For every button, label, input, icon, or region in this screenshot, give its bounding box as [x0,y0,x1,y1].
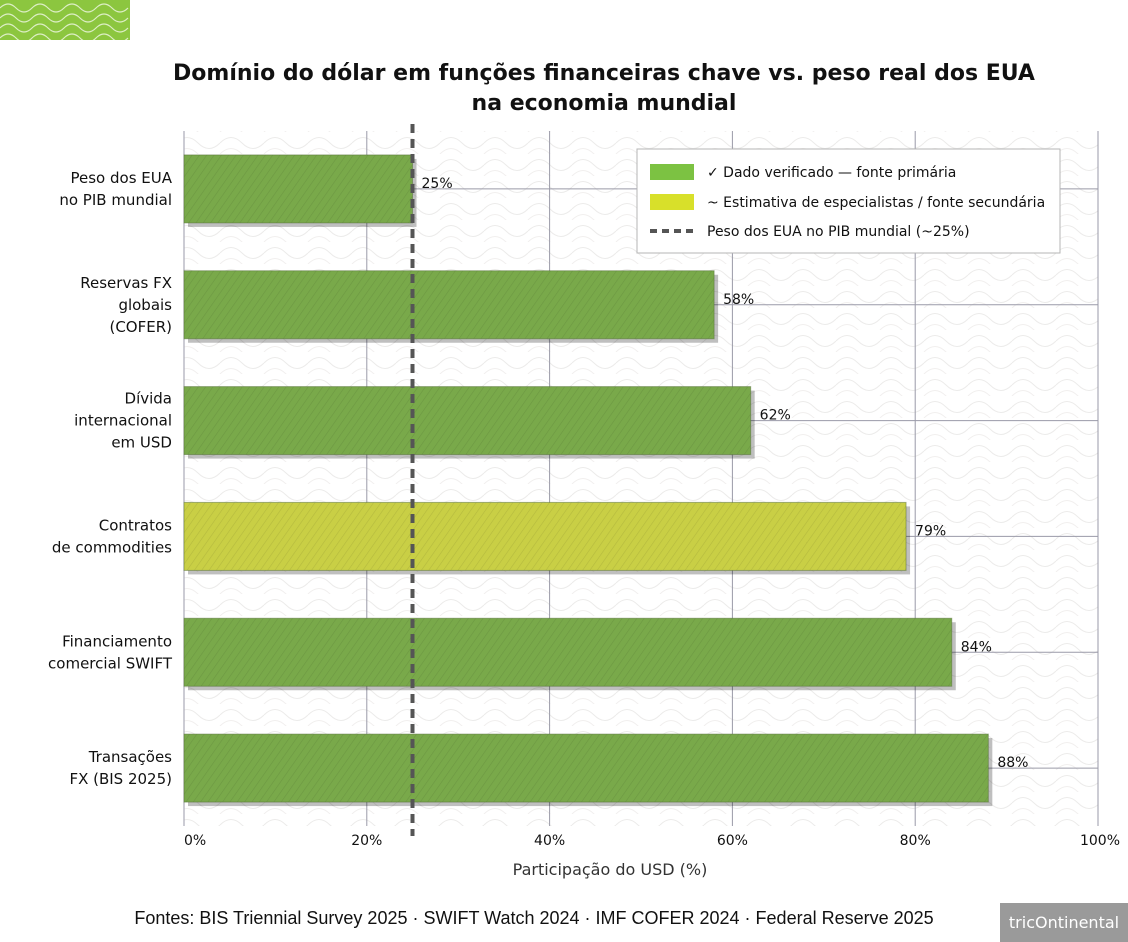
bar-texture [184,386,751,455]
legend-label-verified: ✓ Dado verificado — fonte primária [707,165,956,181]
category-label-line: Peso dos EUA [71,169,173,187]
legend-box [636,148,1061,254]
category-label-line: internacional [74,412,172,430]
category-label-5: Transações FX (BIS 2025) [69,748,172,788]
x-tick-label-0: 0% [184,833,206,849]
category-label-4: Financiamento comercial SWIFT [48,632,173,672]
category-label-1: Reservas FX globais (COFER) [80,274,172,336]
category-label-line: em USD [111,434,172,452]
category-label-line: de commodities [52,538,172,556]
category-label-3: Contratos de commodities [52,516,172,556]
x-tick-label-2: 40% [534,833,565,849]
category-label-line: Financiamento [62,632,172,650]
bar-outline [183,270,715,340]
category-label-line: comercial SWIFT [48,654,173,672]
legend-patch-estimate [650,194,694,210]
value-label-2: 62% [760,408,791,424]
value-label-3: 79% [915,523,946,539]
value-label-0: 25% [422,176,453,192]
legend-label-reference: Peso dos EUA no PIB mundial (~25%) [707,224,970,240]
category-label-line: Dívida [125,390,172,408]
chart-title-line-2: na economia mundial [472,91,737,116]
bar-outline [183,733,989,803]
category-labels: Peso dos EUA no PIB mundial Reservas FX glo… [48,169,173,788]
x-tick-labels: 0% 20% 40% 60% 80% 100% [184,833,1120,849]
category-label-2: Dívida internacional em USD [74,390,172,452]
x-tick-label-5: 100% [1080,833,1120,849]
category-label-0: Peso dos EUA no PIB mundial [59,169,172,209]
bar-texture [184,734,989,803]
value-label-1: 58% [723,292,754,308]
category-label-line: Reservas FX [80,274,172,292]
category-label-line: globais [118,296,172,314]
publisher-logo: tricOntinental [1000,903,1128,942]
category-label-line: no PIB mundial [59,191,172,209]
category-label-line: Transações [88,748,172,766]
category-label-line: FX (BIS 2025) [69,770,172,788]
sources-note: Fontes: BIS Triennial Survey 2025 · SWIF… [134,908,934,928]
value-label-4: 84% [961,639,992,655]
category-label-line: (COFER) [109,318,172,336]
corner-decoration [0,0,130,40]
legend-patch-verified [650,164,694,180]
bar-texture [184,502,907,571]
bar-texture [184,270,715,339]
legend: ✓ Dado verificado — fonte primária ~ Est… [636,148,1061,254]
legend-label-estimate: ~ Estimativa de especialistas / fonte se… [707,195,1045,211]
x-tick-label-3: 60% [717,833,748,849]
bar-outline [183,617,953,687]
value-label-5: 88% [997,755,1028,771]
bar-outline [183,386,752,456]
bar-outline [183,501,907,571]
bar-texture [184,618,952,687]
x-tick-label-1: 20% [351,833,382,849]
bar-texture [184,154,413,223]
value-labels: 25% 58% 62% 79% 84% 88% [422,176,1029,771]
category-label-line: Contratos [99,516,172,534]
bars [183,154,993,807]
chart-title-line-1: Domínio do dólar em funções financeiras … [173,61,1035,86]
x-tick-label-4: 80% [900,833,931,849]
x-axis-label: Participação do USD (%) [513,860,708,879]
